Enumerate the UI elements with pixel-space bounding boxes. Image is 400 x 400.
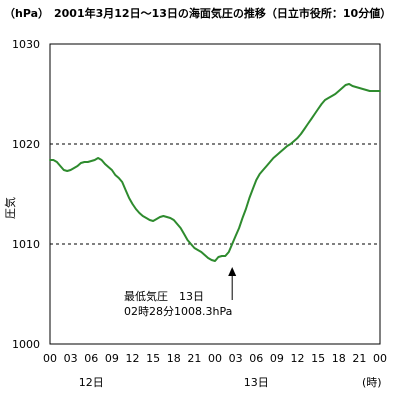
x-tick-label: 15	[146, 352, 160, 365]
day-labels: 12日 13日	[79, 376, 269, 389]
y-axis-title: 圧気	[3, 197, 17, 219]
plot-frame	[49, 43, 381, 345]
min-pressure-annotation: 最低気圧 13日 02時28分1008.3hPa	[124, 267, 237, 318]
day-label: 12日	[79, 376, 104, 389]
x-tick-label: 03	[64, 352, 78, 365]
day-label: 13日	[244, 376, 269, 389]
x-tick-label: 21	[352, 352, 366, 365]
y-tick-label: 1020	[12, 138, 40, 151]
y-tick-label: 1000	[12, 338, 40, 351]
x-axis: 00 03 06 09 12 15 18 21 00 03 06 09 12 15 18 21 00	[43, 352, 387, 365]
x-tick-label: 00	[373, 352, 387, 365]
y-unit-label: （hPa）	[4, 7, 49, 20]
x-tick-label: 00	[208, 352, 222, 365]
x-tick-label: 12	[291, 352, 305, 365]
x-tick-label: 00	[43, 352, 57, 365]
annotation-line1: 最低気圧 13日	[124, 289, 204, 303]
annotation-arrowhead	[228, 267, 237, 276]
y-axis: 1000 1010 1020 1030	[12, 38, 40, 351]
chart-title: 2001年3月12日～13日の海面気圧の推移（日立市役所：10分値）	[54, 6, 391, 20]
x-tick-label: 06	[249, 352, 263, 365]
x-tick-label: 15	[311, 352, 325, 365]
x-tick-label: 03	[229, 352, 243, 365]
x-tick-label: 18	[332, 352, 346, 365]
gridlines	[50, 143, 380, 245]
x-tick-label: 06	[84, 352, 98, 365]
x-unit-label: (時)	[362, 376, 382, 389]
x-tick-label: 18	[167, 352, 181, 365]
x-tick-label: 12	[126, 352, 140, 365]
x-tick-label: 09	[105, 352, 119, 365]
x-tick-label: 09	[270, 352, 284, 365]
y-tick-label: 1010	[12, 238, 40, 251]
annotation-line2: 02時28分1008.3hPa	[124, 305, 232, 318]
pressure-series-line	[49, 83, 381, 262]
y-tick-label: 1030	[12, 38, 40, 51]
x-tick-label: 21	[187, 352, 201, 365]
